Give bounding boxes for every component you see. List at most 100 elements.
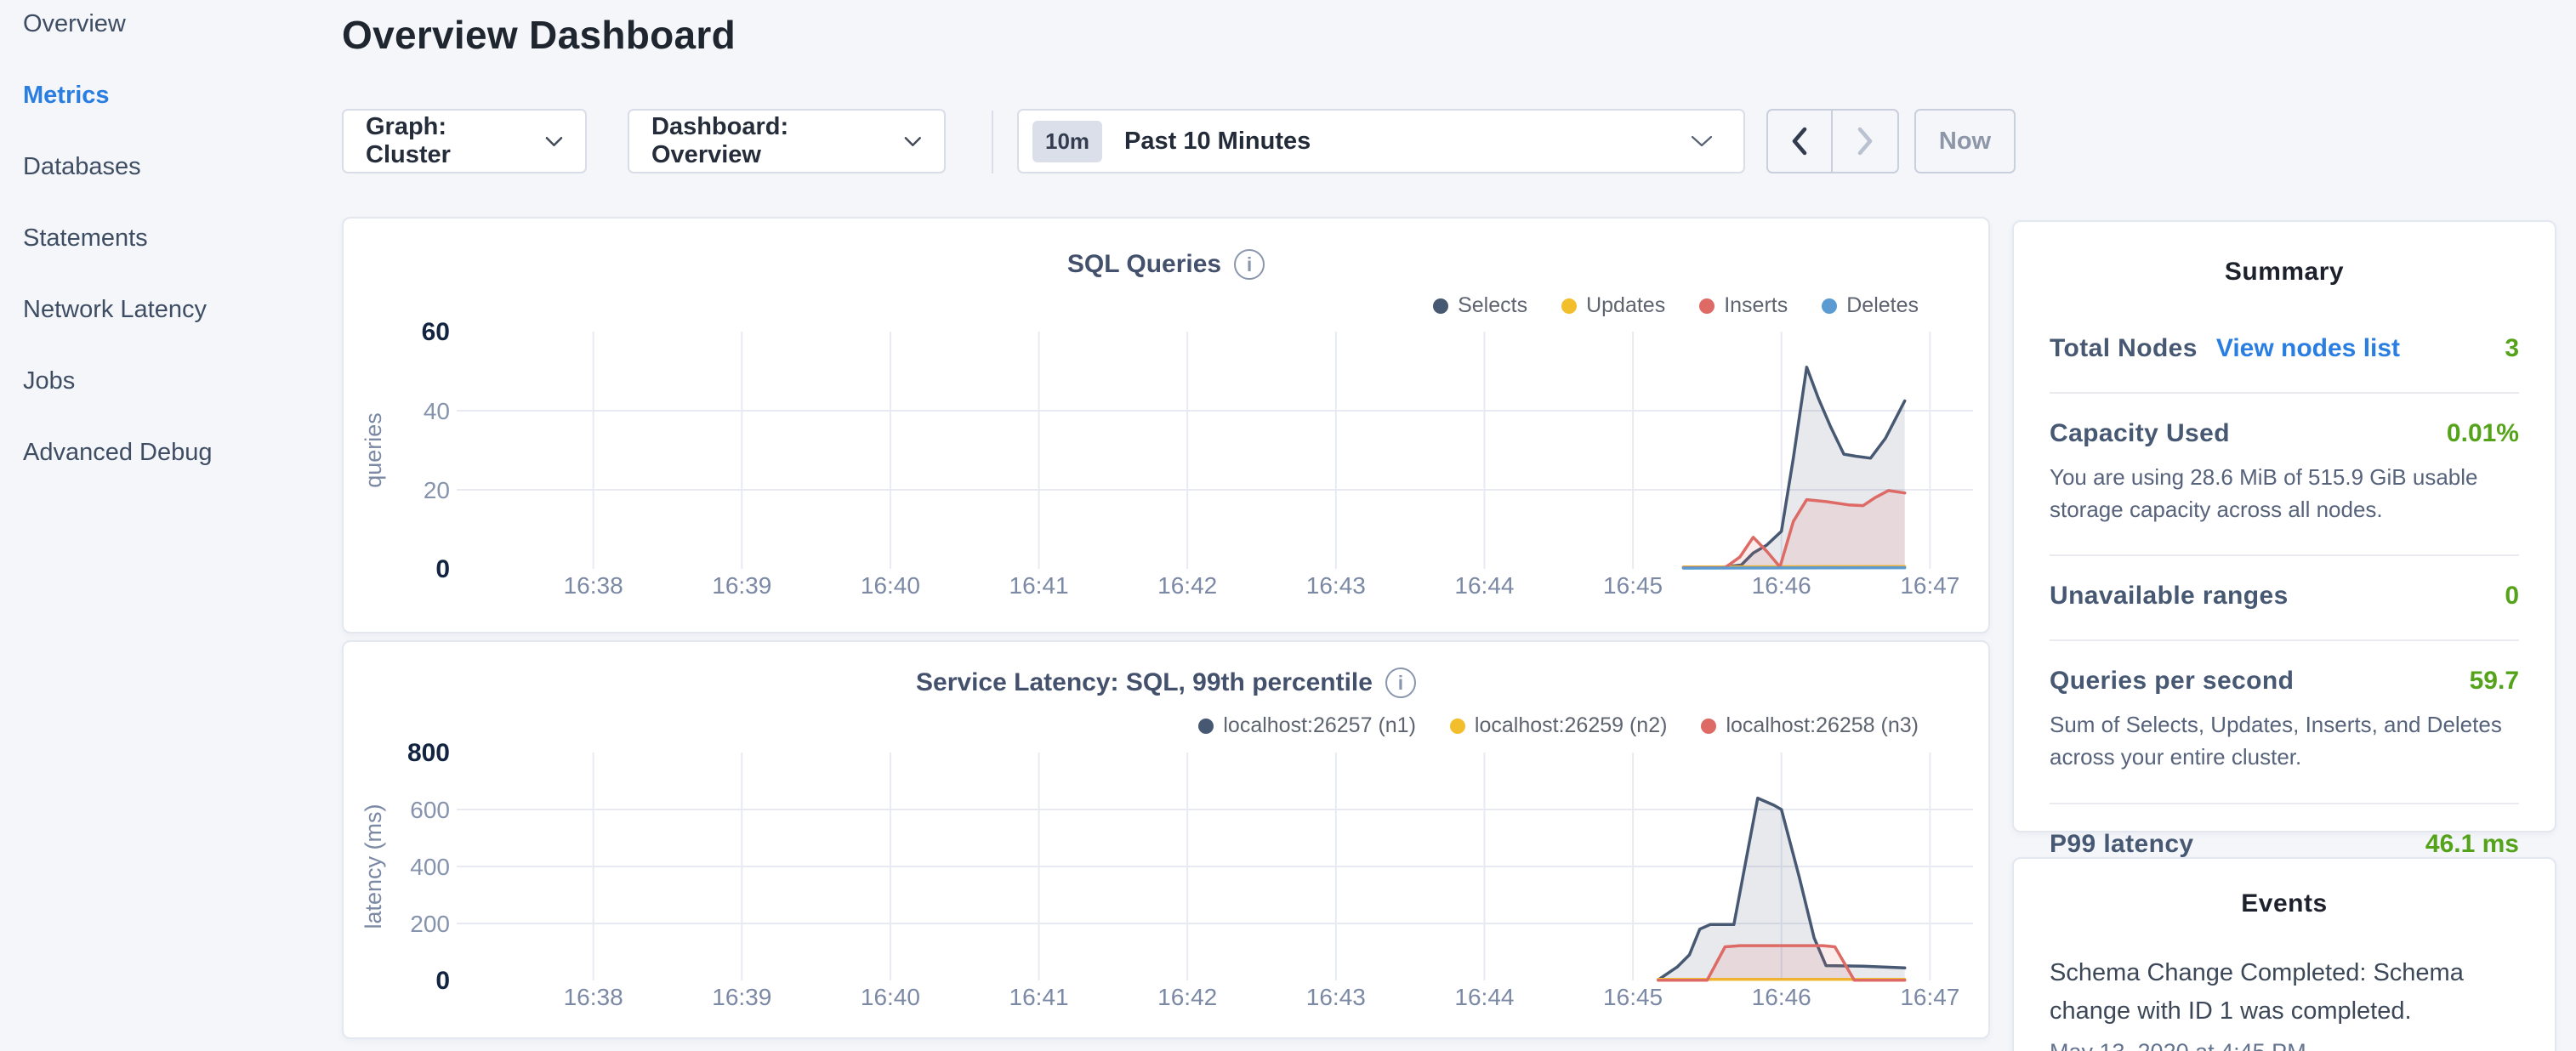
y-tick-label: 800 xyxy=(407,739,450,767)
chevron-right-icon xyxy=(1857,127,1873,156)
summary-title: Summary xyxy=(2224,258,2345,286)
x-tick-label: 16:44 xyxy=(1454,984,1514,1010)
x-tick-label: 16:38 xyxy=(564,984,623,1010)
y-tick-label: 400 xyxy=(410,854,450,880)
time-back-button[interactable] xyxy=(1768,111,1833,172)
x-tick-label: 16:39 xyxy=(712,572,771,599)
legend-label: Deletes xyxy=(1846,293,1919,317)
sidebar-item-databases[interactable]: Databases xyxy=(23,153,141,180)
x-tick-label: 16:38 xyxy=(564,572,623,599)
legend-label: localhost:26257 (n1) xyxy=(1223,713,1416,737)
y-tick-label: 40 xyxy=(424,398,450,424)
graph-dropdown[interactable]: Graph: Cluster xyxy=(342,109,587,173)
legend-item: Deletes xyxy=(1822,293,1919,318)
summary-label: Capacity Used xyxy=(2050,419,2230,447)
x-tick-label: 16:42 xyxy=(1157,984,1217,1010)
x-tick-label: 16:47 xyxy=(1900,572,1959,599)
legend-label: Inserts xyxy=(1724,293,1788,317)
chart-legend: localhost:26257 (n1) localhost:26259 (n2)… xyxy=(1198,713,1919,738)
summary-value: 59.7 xyxy=(2469,667,2519,696)
summary-label: Total Nodes xyxy=(2050,334,2198,362)
legend-label: localhost:26259 (n2) xyxy=(1474,713,1668,737)
summary-description: Sum of Selects, Updates, Inserts, and De… xyxy=(2050,712,2502,770)
x-tick-label: 16:41 xyxy=(1009,572,1069,599)
summary-panel: Summary Total Nodes View nodes list 3 Ca… xyxy=(2012,220,2556,858)
summary-value: 0 xyxy=(2505,582,2519,611)
x-tick-label: 16:43 xyxy=(1306,984,1366,1010)
sidebar-item-overview[interactable]: Overview xyxy=(23,10,126,37)
chart-title: Service Latency: SQL, 99th percentile xyxy=(916,668,1373,696)
event-text: Schema Change Completed: Schema change w… xyxy=(2050,959,2464,1025)
summary-row-unavailable-ranges: Unavailable ranges 0 xyxy=(2050,554,2519,639)
legend-dot xyxy=(1433,298,1449,314)
series-area xyxy=(1683,366,1905,569)
y-tick-label: 0 xyxy=(435,555,450,583)
info-icon[interactable]: i xyxy=(1385,668,1416,698)
x-tick-label: 16:46 xyxy=(1752,984,1811,1010)
service-latency-chart: 16:38 16:39 16:40 16:41 16:42 16:43 16:44 16:45… xyxy=(361,739,1973,1010)
series-area xyxy=(1683,490,1905,569)
series-line xyxy=(1657,796,1907,982)
summary-value: 0.01% xyxy=(2446,419,2519,447)
time-range-selector[interactable]: 10m Past 10 Minutes xyxy=(1017,109,1745,173)
sidebar-item-advanced-debug[interactable]: Advanced Debug xyxy=(23,439,213,466)
x-tick-label: 16:46 xyxy=(1752,572,1811,599)
sidebar-item-statements[interactable]: Statements xyxy=(23,224,148,252)
legend-dot xyxy=(1701,718,1717,734)
chevron-left-icon xyxy=(1792,127,1807,156)
graph-dropdown-label: Graph: Cluster xyxy=(366,113,451,168)
x-tick-label: 16:41 xyxy=(1009,984,1069,1010)
time-pager xyxy=(1766,109,1899,173)
dashboard-dropdown[interactable]: Dashboard: Overview xyxy=(628,109,946,173)
time-range-badge: 10m xyxy=(1032,120,1103,162)
y-axis-label: queries xyxy=(361,412,386,488)
summary-label: P99 latency xyxy=(2050,829,2194,858)
time-forward-button[interactable] xyxy=(1833,111,1897,172)
summary-value: 3 xyxy=(2505,334,2519,362)
x-tick-label: 16:40 xyxy=(861,984,920,1010)
legend-item: Selects xyxy=(1433,293,1527,318)
service-latency-chart-card: Service Latency: SQL, 99th percentile i … xyxy=(342,640,1990,1039)
chevron-down-icon xyxy=(1691,135,1713,146)
chart-legend: Selects Updates Inserts Deletes xyxy=(1433,293,1919,318)
page-title: Overview Dashboard xyxy=(342,13,736,57)
y-tick-label: 60 xyxy=(422,318,450,346)
now-button[interactable]: Now xyxy=(1914,109,2016,173)
summary-description: You are using 28.6 MiB of 515.9 GiB usab… xyxy=(2050,464,2478,522)
legend-item: Inserts xyxy=(1699,293,1788,318)
summary-row-queries-per-second: Queries per second 59.7 Sum of Selects, … xyxy=(2050,639,2519,802)
sidebar-item-metrics[interactable]: Metrics xyxy=(23,82,110,109)
sidebar-item-network-latency[interactable]: Network Latency xyxy=(23,296,207,323)
x-tick-label: 16:42 xyxy=(1157,572,1217,599)
legend-label: Updates xyxy=(1586,293,1666,317)
time-range-label: Past 10 Minutes xyxy=(1124,127,1311,155)
sidebar-item-jobs[interactable]: Jobs xyxy=(23,367,76,395)
series-line xyxy=(1681,565,1907,570)
y-tick-label: 20 xyxy=(424,477,450,503)
x-tick-label: 16:45 xyxy=(1603,984,1663,1010)
view-nodes-list-link[interactable]: View nodes list xyxy=(2215,334,2401,362)
info-icon[interactable]: i xyxy=(1234,249,1265,280)
sidebar: Overview Metrics Databases Statements Ne… xyxy=(0,0,340,1051)
legend-label: Selects xyxy=(1458,293,1528,317)
x-tick-label: 16:40 xyxy=(861,572,920,599)
y-tick-label: 0 xyxy=(435,967,450,995)
event-timestamp: May 13, 2020 at 4:45 PM xyxy=(2050,1039,2519,1051)
events-panel: Events Schema Change Completed: Schema c… xyxy=(2012,857,2556,1051)
y-tick-label: 600 xyxy=(410,797,450,823)
dashboard-dropdown-label: Dashboard: Overview xyxy=(651,113,789,168)
summary-label: Queries per second xyxy=(2050,667,2295,696)
chevron-down-icon xyxy=(545,136,563,146)
summary-row-p99-latency: P99 latency 46.1 ms xyxy=(2050,802,2519,888)
series-line xyxy=(1657,944,1907,982)
series-line xyxy=(1681,366,1907,569)
x-tick-label: 16:45 xyxy=(1603,572,1663,599)
toolbar-divider xyxy=(992,111,993,173)
sql-queries-chart: 16:38 16:39 16:40 16:41 16:42 16:43 16:44 16:45… xyxy=(361,318,1973,599)
legend-dot xyxy=(1699,298,1715,314)
x-tick-label: 16:44 xyxy=(1454,572,1514,599)
summary-value: 46.1 ms xyxy=(2425,829,2519,858)
y-tick-label: 200 xyxy=(410,911,450,937)
legend-dot xyxy=(1198,718,1214,734)
